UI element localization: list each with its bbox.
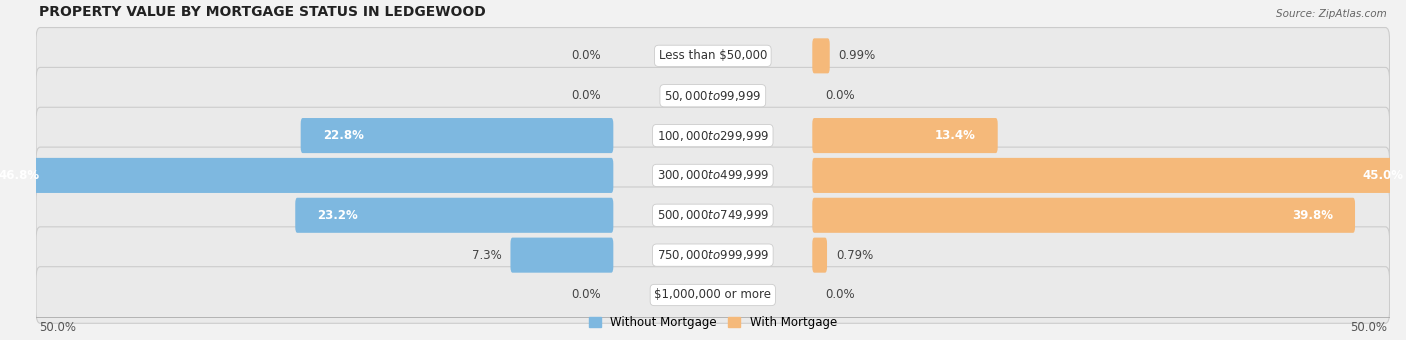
Text: 0.0%: 0.0% xyxy=(571,89,600,102)
FancyBboxPatch shape xyxy=(510,238,613,273)
Text: 0.0%: 0.0% xyxy=(571,289,600,302)
FancyBboxPatch shape xyxy=(37,227,1389,284)
FancyBboxPatch shape xyxy=(37,267,1389,323)
Text: 45.0%: 45.0% xyxy=(1362,169,1403,182)
Text: 50.0%: 50.0% xyxy=(1350,321,1386,334)
Text: 0.0%: 0.0% xyxy=(825,89,855,102)
Text: $100,000 to $299,999: $100,000 to $299,999 xyxy=(657,129,769,142)
Text: 0.99%: 0.99% xyxy=(838,49,876,62)
Text: $500,000 to $749,999: $500,000 to $749,999 xyxy=(657,208,769,222)
Text: 0.79%: 0.79% xyxy=(835,249,873,262)
Text: $750,000 to $999,999: $750,000 to $999,999 xyxy=(657,248,769,262)
FancyBboxPatch shape xyxy=(0,158,613,193)
Text: $1,000,000 or more: $1,000,000 or more xyxy=(654,289,772,302)
FancyBboxPatch shape xyxy=(37,28,1389,84)
FancyBboxPatch shape xyxy=(813,238,827,273)
FancyBboxPatch shape xyxy=(813,198,1355,233)
FancyBboxPatch shape xyxy=(37,107,1389,164)
FancyBboxPatch shape xyxy=(37,187,1389,243)
Text: $50,000 to $99,999: $50,000 to $99,999 xyxy=(664,89,762,103)
Text: 39.8%: 39.8% xyxy=(1292,209,1333,222)
Text: $300,000 to $499,999: $300,000 to $499,999 xyxy=(657,168,769,183)
FancyBboxPatch shape xyxy=(301,118,613,153)
Text: PROPERTY VALUE BY MORTGAGE STATUS IN LEDGEWOOD: PROPERTY VALUE BY MORTGAGE STATUS IN LED… xyxy=(39,5,485,19)
FancyBboxPatch shape xyxy=(813,118,998,153)
Text: 13.4%: 13.4% xyxy=(935,129,976,142)
FancyBboxPatch shape xyxy=(295,198,613,233)
FancyBboxPatch shape xyxy=(37,147,1389,204)
Text: 50.0%: 50.0% xyxy=(39,321,76,334)
Text: Less than $50,000: Less than $50,000 xyxy=(658,49,768,62)
FancyBboxPatch shape xyxy=(813,158,1406,193)
Text: 46.8%: 46.8% xyxy=(0,169,39,182)
Text: Source: ZipAtlas.com: Source: ZipAtlas.com xyxy=(1277,9,1386,19)
FancyBboxPatch shape xyxy=(37,67,1389,124)
Legend: Without Mortgage, With Mortgage: Without Mortgage, With Mortgage xyxy=(583,312,842,334)
Text: 0.0%: 0.0% xyxy=(825,289,855,302)
Text: 23.2%: 23.2% xyxy=(318,209,359,222)
Text: 7.3%: 7.3% xyxy=(472,249,502,262)
FancyBboxPatch shape xyxy=(813,38,830,73)
Text: 0.0%: 0.0% xyxy=(571,49,600,62)
Text: 22.8%: 22.8% xyxy=(323,129,364,142)
